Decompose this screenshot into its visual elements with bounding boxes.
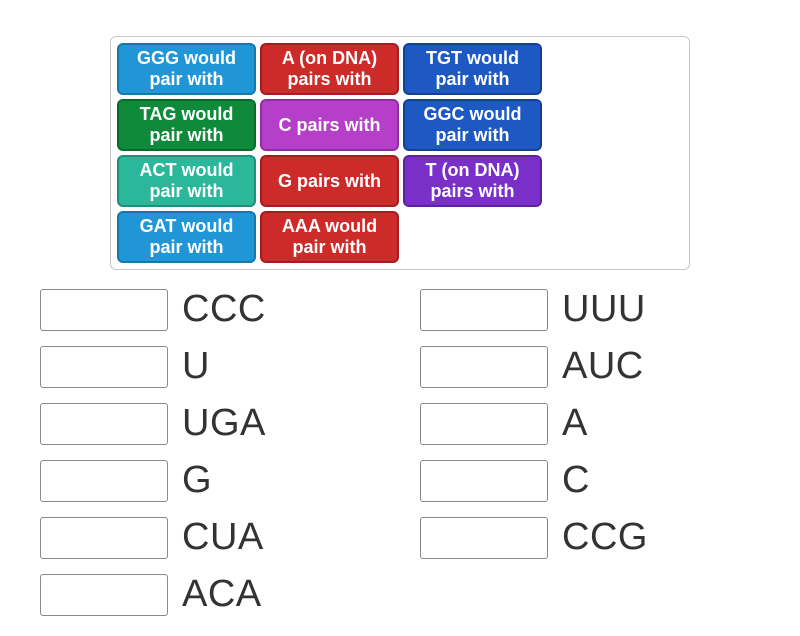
slot-auc[interactable]: [420, 346, 548, 388]
answer-label: CUA: [182, 516, 264, 559]
answer-label: CCG: [562, 516, 648, 559]
answer-row: U: [40, 345, 380, 388]
answer-row: UUU: [420, 288, 760, 331]
tile-label: T (on DNA) pairs with: [409, 160, 536, 201]
answer-row: A: [420, 402, 760, 445]
tile-label: GGC would pair with: [409, 104, 536, 145]
tile-tag[interactable]: TAG would pair with: [117, 99, 256, 151]
answer-label: U: [182, 345, 210, 388]
tile-label: GGG would pair with: [123, 48, 250, 89]
tile-tgt[interactable]: TGT would pair with: [403, 43, 542, 95]
tile-label: GAT would pair with: [123, 216, 250, 257]
slot-cua[interactable]: [40, 517, 168, 559]
answer-label: AUC: [562, 345, 644, 388]
answer-row: ACA: [40, 573, 380, 616]
answer-label: UGA: [182, 402, 266, 445]
tile-label: TAG would pair with: [123, 104, 250, 145]
slot-c[interactable]: [420, 460, 548, 502]
tile-a-dna[interactable]: A (on DNA) pairs with: [260, 43, 399, 95]
tile-tray: GGG would pair with A (on DNA) pairs with…: [110, 36, 690, 270]
tile-g[interactable]: G pairs with: [260, 155, 399, 207]
answer-row: UGA: [40, 402, 380, 445]
answer-label: A: [562, 402, 588, 445]
slot-uga[interactable]: [40, 403, 168, 445]
slot-u[interactable]: [40, 346, 168, 388]
slot-aca[interactable]: [40, 574, 168, 616]
answer-row: G: [40, 459, 380, 502]
answers-grid: CCC U UGA G CUA ACA UUU AUC AC CCG: [40, 288, 760, 616]
tile-gat[interactable]: GAT would pair with: [117, 211, 256, 263]
answer-label: ACA: [182, 573, 262, 616]
tile-act[interactable]: ACT would pair with: [117, 155, 256, 207]
slot-uuu[interactable]: [420, 289, 548, 331]
slot-g[interactable]: [40, 460, 168, 502]
slot-a[interactable]: [420, 403, 548, 445]
slot-ccg[interactable]: [420, 517, 548, 559]
tile-ggc[interactable]: GGC would pair with: [403, 99, 542, 151]
tile-label: G pairs with: [278, 171, 381, 192]
tile-label: TGT would pair with: [409, 48, 536, 89]
slot-ccc[interactable]: [40, 289, 168, 331]
answer-row: CUA: [40, 516, 380, 559]
tile-c[interactable]: C pairs with: [260, 99, 399, 151]
tile-label: ACT would pair with: [123, 160, 250, 201]
answer-row: AUC: [420, 345, 760, 388]
answer-label: CCC: [182, 288, 266, 331]
tile-aaa[interactable]: AAA would pair with: [260, 211, 399, 263]
tile-t-dna[interactable]: T (on DNA) pairs with: [403, 155, 542, 207]
answer-row: CCG: [420, 516, 760, 559]
tile-ggg[interactable]: GGG would pair with: [117, 43, 256, 95]
tile-label: C pairs with: [278, 115, 380, 136]
answer-label: C: [562, 459, 590, 502]
answer-label: G: [182, 459, 212, 502]
answer-row: C: [420, 459, 760, 502]
tile-label: A (on DNA) pairs with: [266, 48, 393, 89]
answer-label: UUU: [562, 288, 646, 331]
tile-label: AAA would pair with: [266, 216, 393, 257]
answer-row: CCC: [40, 288, 380, 331]
